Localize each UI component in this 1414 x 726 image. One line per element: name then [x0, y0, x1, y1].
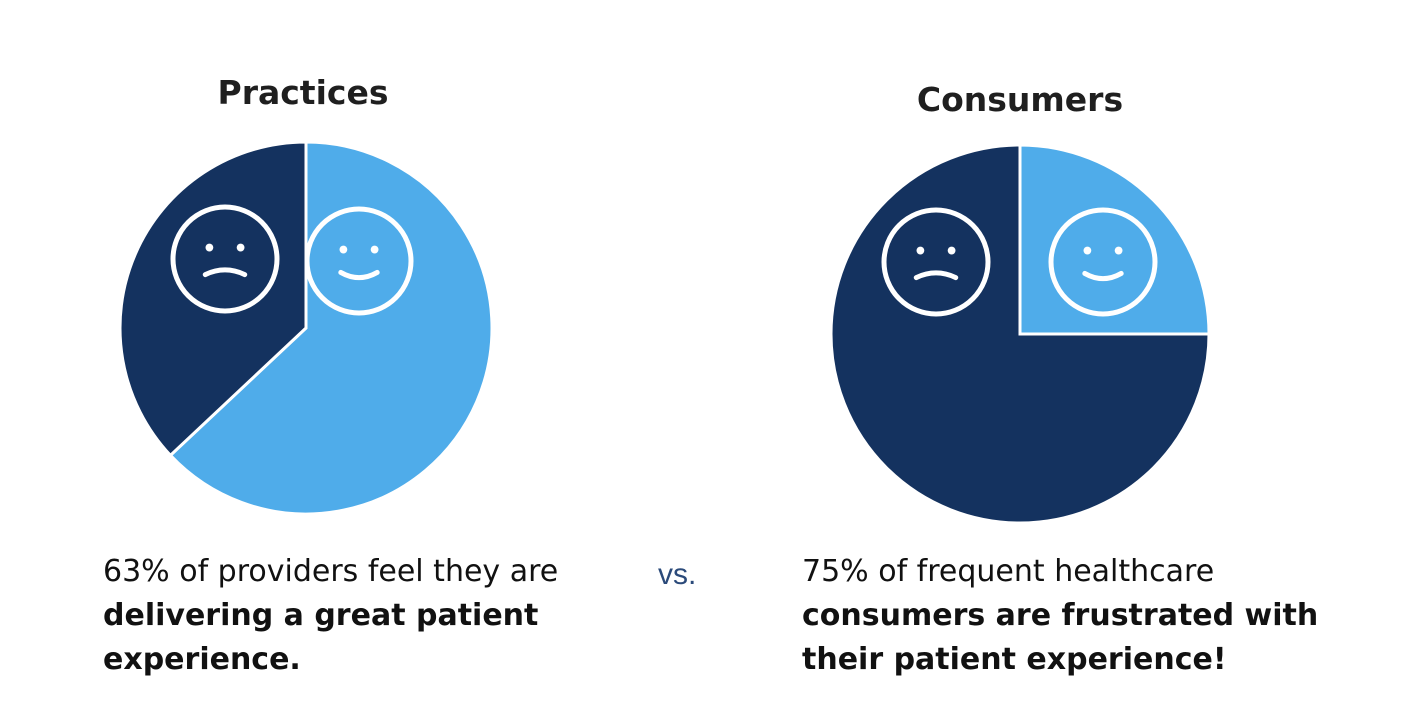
- practices-pie-chart: [118, 140, 494, 516]
- practices-caption-emphasis: delivering a great patient experience.: [103, 598, 539, 677]
- consumers-smiley-face-icon: [1048, 207, 1158, 317]
- consumers-caption-lead: 75% of frequent healthcare: [802, 554, 1215, 589]
- practices-title: Practices: [217, 73, 389, 112]
- practices-caption-lead: 63% of providers feel they are: [103, 554, 559, 589]
- practices-smiley-face-icon: [304, 206, 414, 316]
- consumers-pie-chart: [829, 143, 1211, 525]
- consumers-caption-emphasis: consumers are frustrated with their pati…: [802, 598, 1319, 677]
- practices-slice-satisfied: [168, 140, 494, 516]
- vs-label: vs.: [658, 558, 697, 591]
- practices-caption: 63% of providers feel they are deliverin…: [103, 550, 623, 682]
- consumers-sad-face-icon: [881, 207, 991, 317]
- consumers-slice-frustrated: [829, 143, 1211, 525]
- practices-sad-face-icon: [170, 204, 280, 314]
- consumers-title: Consumers: [916, 80, 1124, 119]
- consumers-caption: 75% of frequent healthcare consumers are…: [802, 550, 1402, 682]
- consumers-slice-satisfied: [1018, 143, 1211, 336]
